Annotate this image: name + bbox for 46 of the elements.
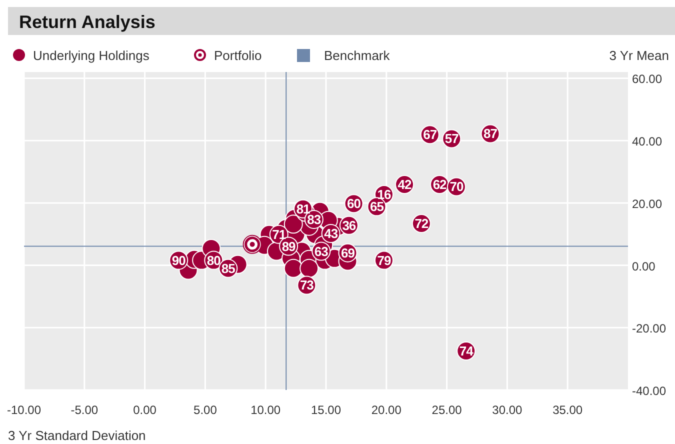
x-axis-title: 3 Yr Standard Deviation (8, 428, 146, 443)
annotation: 42 (398, 177, 412, 192)
annotation: 87 (484, 126, 498, 142)
annotation: 74 (459, 344, 474, 359)
annotation: 73 (300, 278, 314, 293)
y-tick-label: 60.00 (632, 72, 662, 86)
x-tick-label: 20.00 (371, 403, 402, 417)
annotation: 16 (377, 187, 391, 202)
x-tick-label: 30.00 (492, 403, 523, 417)
x-tick-label: 25.00 (432, 403, 462, 417)
annotation: 67 (423, 127, 437, 142)
legend-label: Portfolio (214, 48, 262, 63)
y-tick-label: -40.00 (632, 384, 666, 398)
x-tick-label: 35.00 (552, 403, 583, 417)
point (300, 258, 319, 278)
legend-label: Underlying Holdings (33, 48, 150, 63)
y-tick-label: 0.00 (632, 259, 656, 274)
annotation: 63 (314, 244, 328, 259)
annotation: 57 (444, 131, 459, 146)
annotation: 36 (342, 218, 356, 233)
x-tick-label: 5.00 (194, 403, 218, 417)
chart-title: Return Analysis (19, 12, 156, 32)
y-axis-title: 3 Yr Mean (609, 48, 669, 63)
annotation: 70 (450, 179, 464, 194)
x-tick-label: 10.00 (250, 403, 281, 417)
annotation: 80 (206, 252, 221, 268)
point (284, 258, 303, 278)
annotation: 79 (377, 252, 391, 268)
annotation: 85 (221, 260, 236, 276)
annotation: 72 (414, 216, 428, 232)
annotation: 90 (172, 252, 186, 268)
annotation: 43 (324, 226, 338, 241)
legend-label: Benchmark (324, 48, 390, 63)
annotation: 62 (432, 177, 447, 192)
annotation: 65 (370, 199, 384, 214)
annotation: 60 (347, 196, 361, 212)
annotation: 89 (282, 238, 296, 254)
annotation: 71 (272, 226, 286, 242)
x-tick-label: -5.00 (70, 403, 98, 417)
annotation: 69 (341, 245, 355, 260)
x-tick-label: 15.00 (310, 403, 342, 417)
y-tick-label: 40.00 (632, 134, 662, 149)
y-tick-label: -20.00 (632, 322, 666, 336)
x-tick-label: -10.00 (6, 403, 42, 417)
x-tick-label: 0.00 (133, 403, 157, 417)
y-tick-label: 20.00 (632, 196, 662, 211)
